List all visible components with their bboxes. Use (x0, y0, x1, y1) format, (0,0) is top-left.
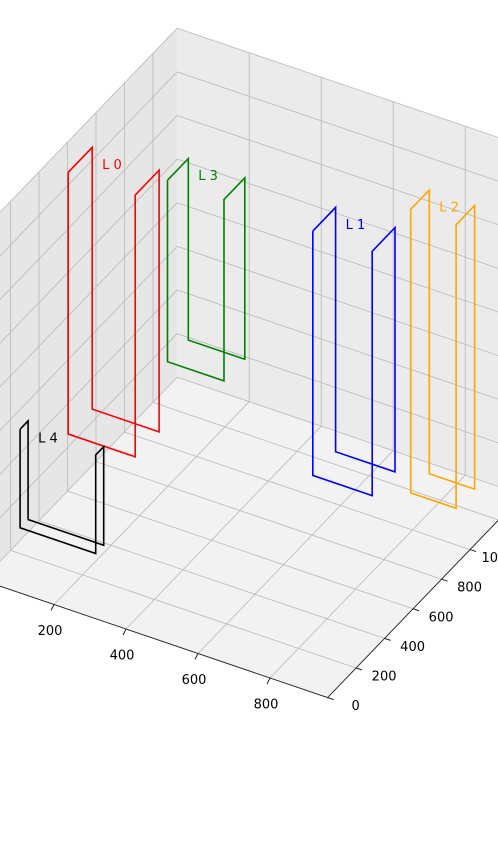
grid-line (38, 520, 385, 639)
floor-pane (0, 377, 498, 698)
x-tick-label: 600 (182, 673, 207, 688)
grid-line (95, 461, 442, 580)
grid-line (0, 27, 178, 213)
series-label: L 1 (346, 218, 366, 233)
grid-line (177, 289, 498, 400)
grid-line (177, 27, 498, 138)
y-axis-line (327, 519, 498, 698)
x-tick-label: 200 (38, 624, 63, 639)
grid-line (177, 115, 498, 226)
grid-line (177, 333, 498, 444)
series-line (67, 145, 160, 458)
x-tick (122, 628, 127, 636)
series-label: L 0 (102, 158, 122, 173)
y-tick (441, 578, 448, 582)
grid-line (269, 474, 466, 679)
y-tick-label: 1000 (482, 551, 498, 566)
y-tick-label: 800 (457, 581, 482, 596)
series-line (409, 188, 476, 510)
x-tick (50, 604, 55, 611)
y-tick (384, 637, 391, 641)
y-tick-label: 0 (351, 699, 359, 714)
y-tick-label: 400 (400, 640, 425, 655)
x-tick (194, 653, 199, 660)
grid-line (0, 376, 178, 562)
series-line (19, 418, 105, 555)
y-tick-label: 600 (429, 610, 454, 625)
y-tick (355, 667, 363, 671)
grid-line (0, 71, 178, 257)
x-tick-label: 800 (254, 698, 279, 713)
grid-line (67, 490, 414, 610)
grid-line (197, 450, 394, 654)
grid-line (0, 289, 178, 475)
grid-line (177, 158, 498, 269)
y-tick (412, 608, 420, 612)
grid-line (53, 401, 250, 605)
grid-line (177, 245, 498, 356)
grid-line (0, 158, 178, 344)
series-label: L 4 (38, 431, 58, 446)
grid-line (152, 401, 498, 521)
y-tick (327, 697, 334, 701)
grid-line (0, 246, 178, 432)
series-label: L 3 (198, 169, 218, 184)
grid-line (177, 202, 498, 313)
grid-line (177, 71, 498, 182)
y-tick (469, 549, 477, 553)
grid-line (10, 550, 357, 669)
grid-line (0, 202, 178, 388)
series-label: L 2 (439, 201, 459, 216)
y-tick-label: 200 (372, 669, 397, 684)
x-tick-label: 400 (110, 649, 135, 664)
x-tick (266, 677, 271, 685)
series-line (166, 156, 246, 383)
grid-line (0, 115, 178, 301)
grid-line (177, 376, 498, 487)
grid-line (0, 333, 178, 519)
grid-line (125, 425, 322, 630)
series-line (311, 205, 396, 497)
grid-line (124, 431, 471, 550)
